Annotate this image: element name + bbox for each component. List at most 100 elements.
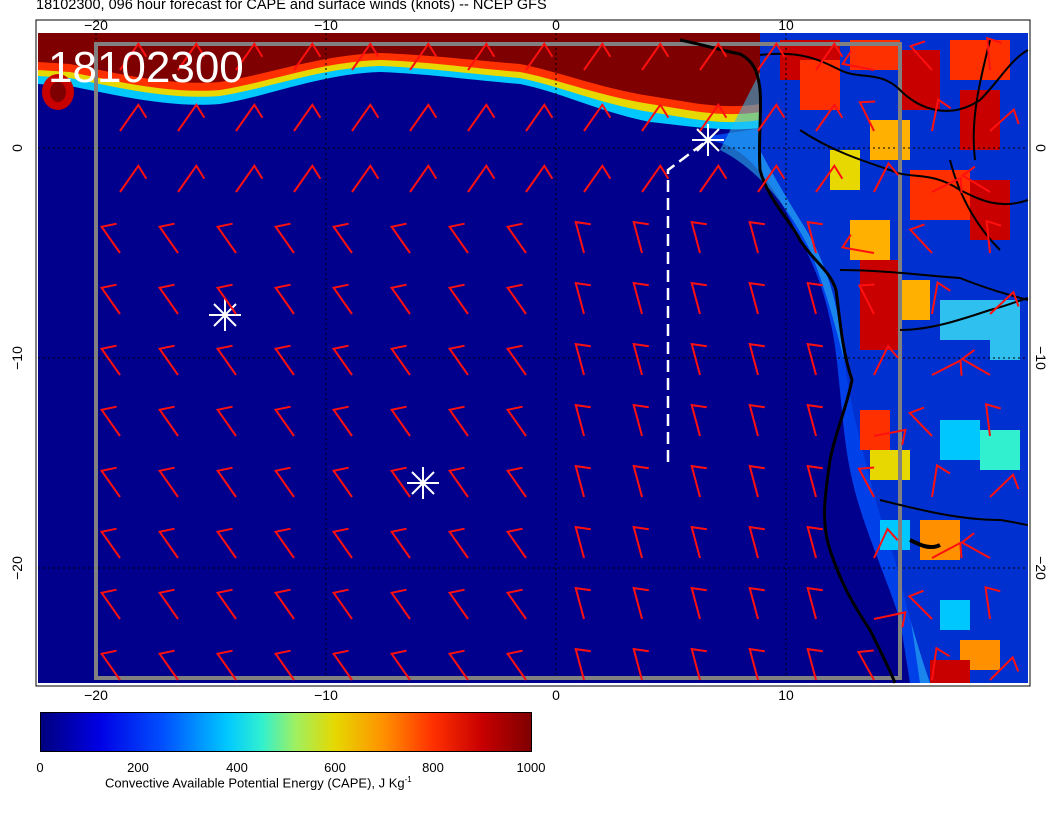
wind-barb: [157, 405, 179, 437]
cape-high-band: [38, 33, 760, 130]
wind-barb: [574, 586, 591, 620]
lon-tick-top: 10: [778, 17, 794, 33]
wind-barb: [215, 466, 237, 498]
wind-barb: [157, 588, 179, 620]
wind-barb: [273, 344, 295, 376]
wind-barb: [467, 102, 496, 132]
wind-barb: [748, 403, 765, 437]
wind-barb: [632, 586, 649, 620]
wind-barb: [215, 405, 237, 437]
wind-barb: [873, 161, 900, 193]
wind-barb: [215, 283, 237, 315]
wind-barb: [907, 406, 933, 437]
wind-barb: [574, 342, 591, 376]
wind-barb: [293, 102, 322, 132]
wind-barb: [757, 163, 786, 193]
wind-barb: [99, 588, 121, 620]
wind-barb: [840, 234, 875, 254]
wind-barb: [119, 102, 148, 132]
wind-barb: [409, 163, 438, 193]
wind-barb: [505, 588, 527, 620]
lat-tick-left: −10: [9, 346, 25, 370]
wind-barb: [409, 102, 438, 132]
wind-barb: [505, 344, 527, 376]
wind-barb: [99, 649, 121, 681]
lon-tick-bottom: −20: [84, 687, 108, 703]
wind-barb: [931, 176, 963, 194]
track-line: [666, 139, 709, 462]
lat-tick-right: −20: [1033, 556, 1049, 580]
wind-barb: [632, 281, 649, 315]
wind-barb: [690, 464, 707, 498]
wind-barb: [574, 525, 591, 559]
wind-barb: [632, 342, 649, 376]
wind-barb: [632, 647, 649, 681]
wind-barb: [858, 100, 876, 132]
lat-tick-right: 0: [1033, 144, 1049, 152]
wind-barb: [989, 472, 1020, 498]
wind-barb: [447, 527, 469, 559]
wind-barb: [574, 220, 591, 254]
wind-barb: [757, 102, 786, 132]
wind-barb: [157, 649, 179, 681]
wind-barb: [99, 222, 121, 254]
wind-barb: [351, 41, 380, 71]
wind-barb: [986, 36, 1002, 71]
wind-barb: [873, 344, 899, 376]
wind-barb: [273, 466, 295, 498]
wind-barb: [690, 281, 707, 315]
wind-barb: [989, 107, 1020, 132]
wind-barb: [99, 466, 121, 498]
wind-barb: [690, 586, 707, 620]
wind-barb: [215, 344, 237, 376]
lat-tick-left: −20: [9, 556, 25, 580]
wind-barb: [99, 405, 121, 437]
wind-barb: [632, 525, 649, 559]
colorbar-tick: 1000: [516, 760, 546, 775]
wind-barb: [157, 283, 179, 315]
wind-barb: [273, 588, 295, 620]
wind-barb: [960, 165, 991, 193]
wind-barb: [806, 403, 823, 437]
wind-barb: [447, 283, 469, 315]
wind-barb: [409, 41, 438, 71]
lat-tick-left: 0: [9, 144, 25, 152]
wind-barb: [389, 283, 411, 315]
wind-barb: [447, 466, 469, 498]
wind-barb: [690, 647, 707, 681]
wind-barb: [690, 342, 707, 376]
wind-barb: [447, 344, 469, 376]
wind-barb: [815, 163, 844, 193]
wind-barb: [273, 527, 295, 559]
wind-barb: [505, 283, 527, 315]
wind-barb: [632, 220, 649, 254]
wind-barb: [235, 41, 264, 71]
asterisk-marker-2: [407, 467, 439, 499]
wind-barb: [873, 611, 907, 628]
wind-barb: [235, 102, 264, 132]
cape-colorbar: [40, 712, 532, 752]
wind-barb: [389, 527, 411, 559]
wind-barb: [273, 405, 295, 437]
wind-barb: [873, 527, 899, 559]
wind-barb: [815, 102, 844, 132]
wind-barb: [806, 220, 823, 254]
wind-barb: [748, 586, 765, 620]
wind-barb: [931, 358, 963, 376]
wind-barb: [389, 466, 411, 498]
wind-barb: [641, 102, 670, 132]
wind-barb: [748, 647, 765, 681]
lon-tick-top: −10: [314, 17, 338, 33]
wind-barb: [331, 405, 353, 437]
wind-barb: [331, 344, 353, 376]
wind-barb: [389, 649, 411, 681]
wind-barb: [293, 41, 322, 71]
wind-barb: [641, 41, 670, 71]
wind-barb: [331, 466, 353, 498]
wind-barb: [157, 222, 179, 254]
asterisk-marker-3: [692, 124, 724, 156]
wind-barb: [984, 402, 1002, 437]
wind-barb: [351, 163, 380, 193]
wind-barb: [583, 41, 612, 71]
wind-barb: [690, 403, 707, 437]
